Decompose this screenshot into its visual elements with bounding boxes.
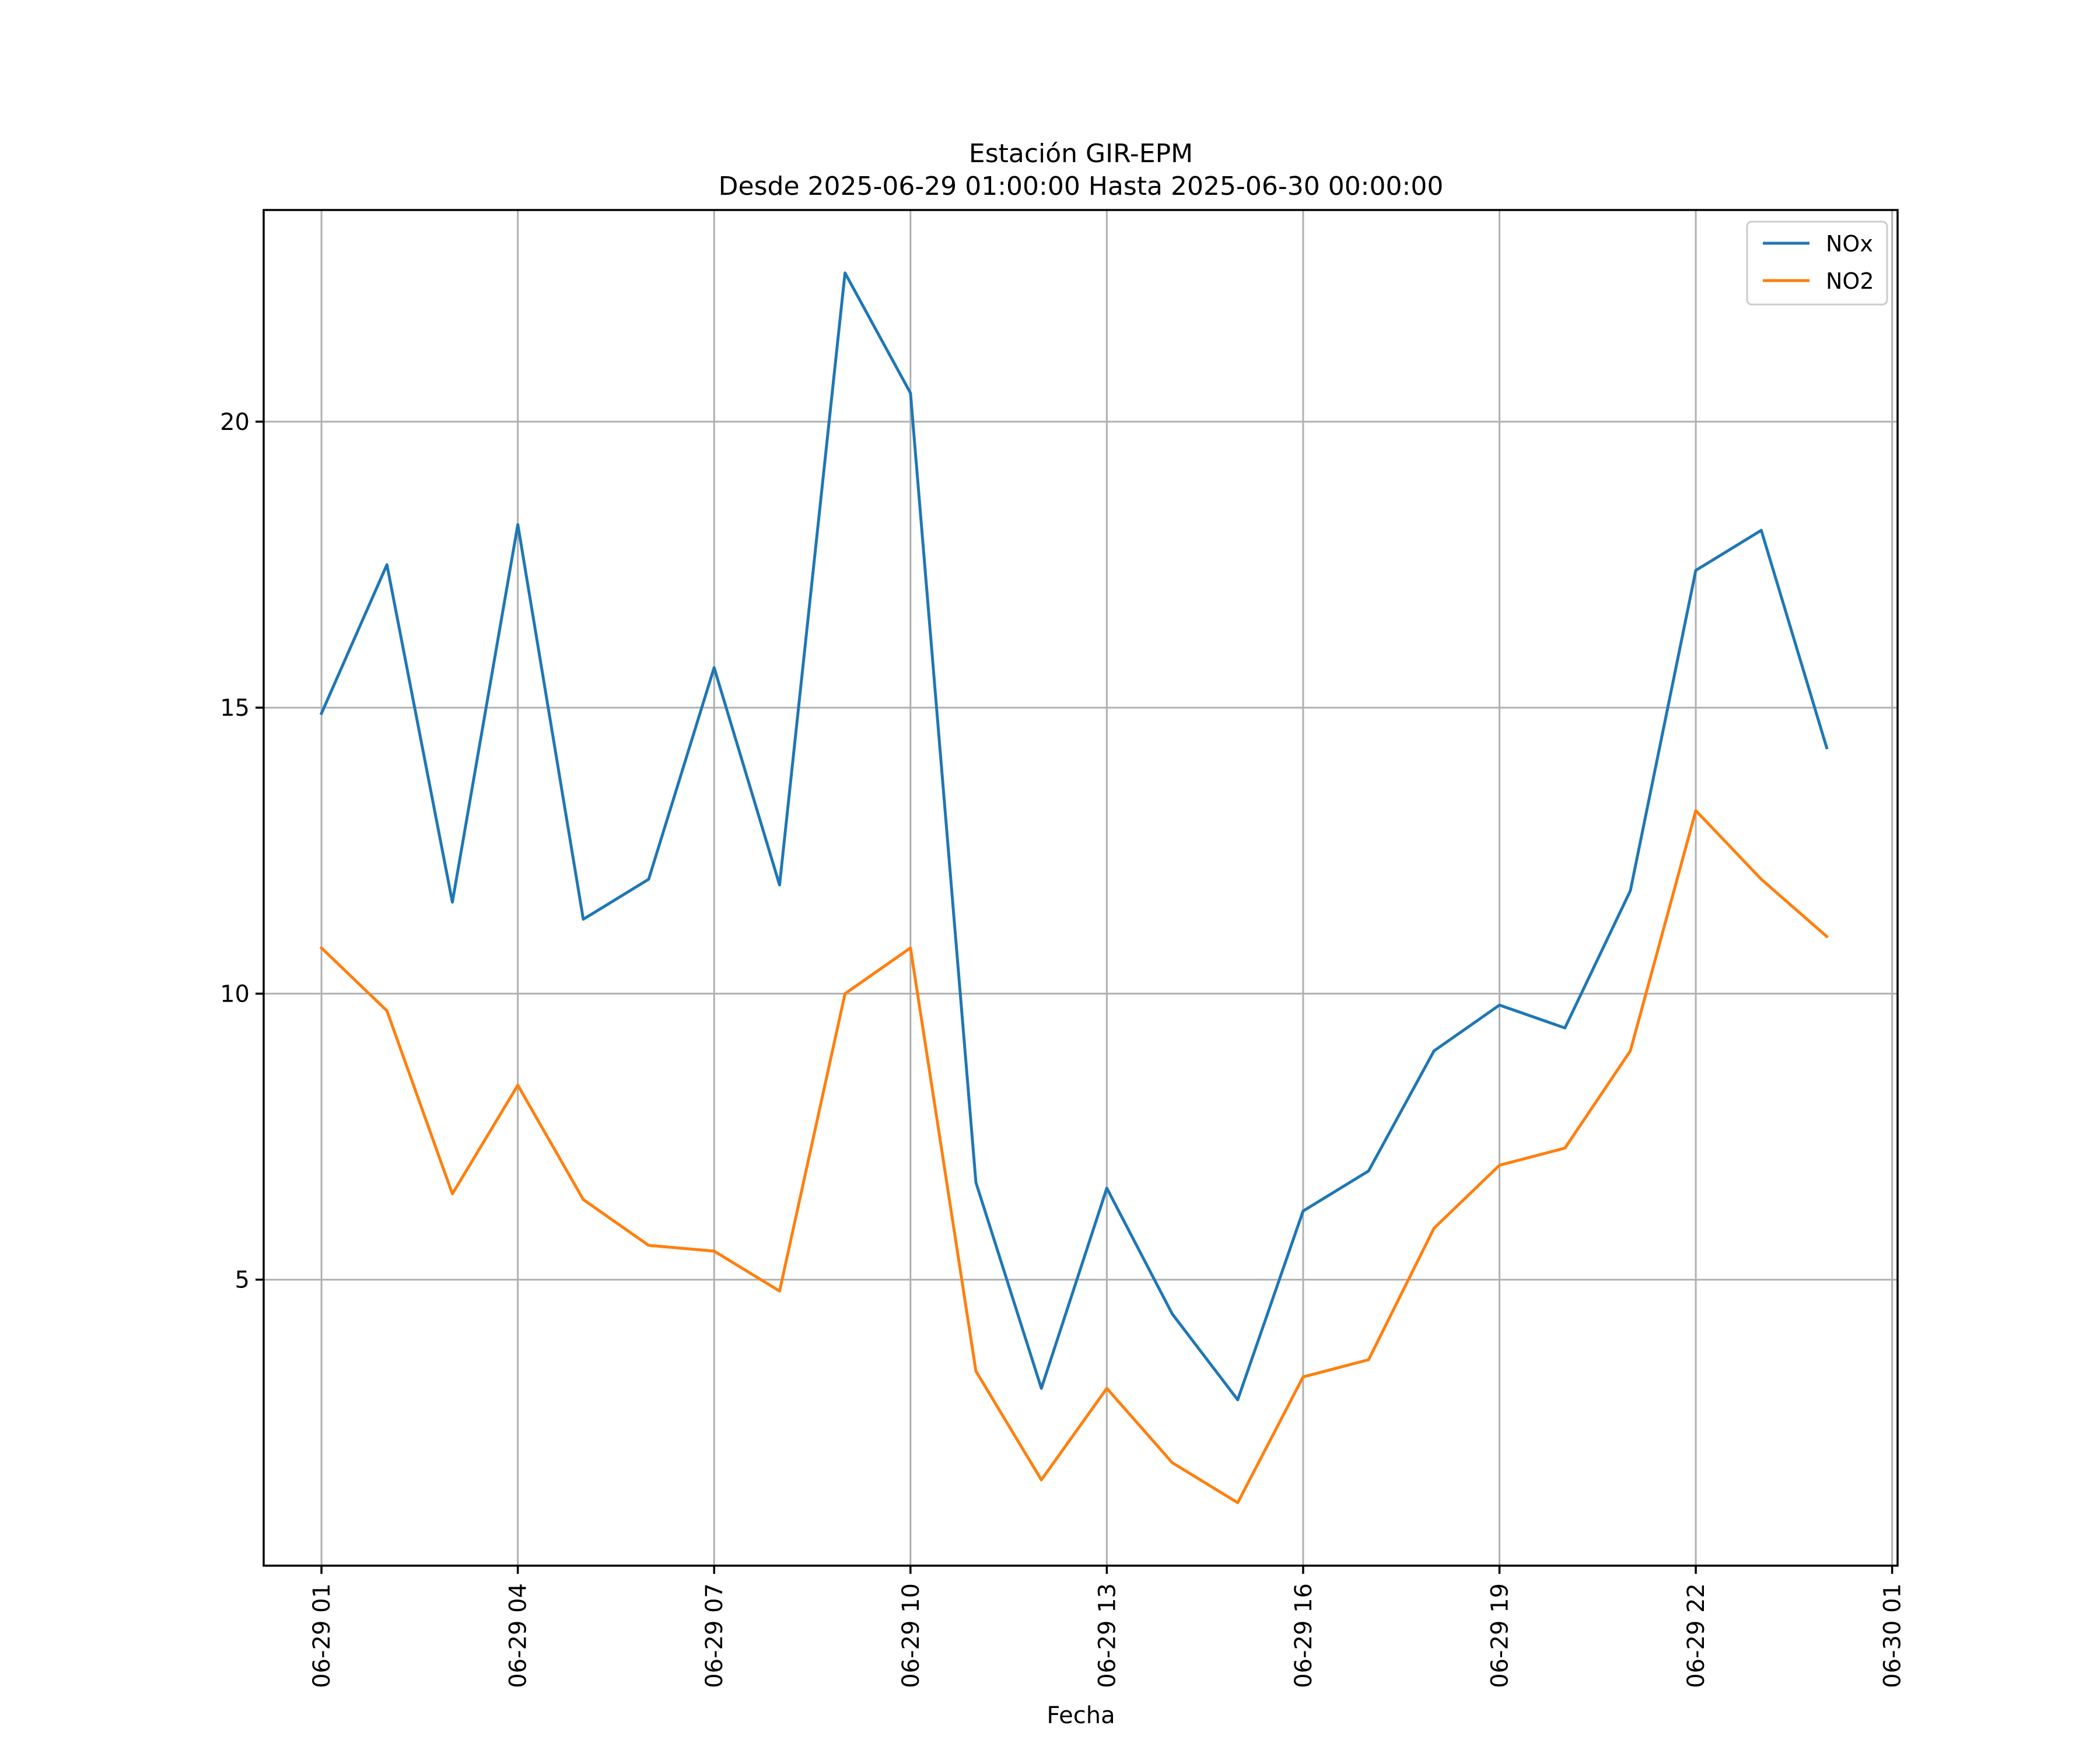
x-tick-label: 06-29 01 [309,1583,335,1688]
y-tick-label: 5 [235,1267,250,1294]
y-tick-label: 20 [220,409,250,436]
x-tick-label: 06-29 07 [701,1583,728,1688]
x-tick-label: 06-29 22 [1683,1583,1710,1688]
x-tick-label: 06-29 19 [1487,1583,1514,1688]
plot-frame [262,209,1899,1567]
gridlines [264,210,1898,1566]
x-tick-label: 06-29 13 [1094,1583,1121,1688]
x-tick-label: 06-29 04 [505,1583,532,1688]
x-axis-ticks: 06-29 01 06-29 04 06-29 07 06-29 10 06-29 13… [309,1566,1906,1688]
x-tick-label: 06-30 01 [1880,1583,1906,1688]
x-tick-label: 06-29 16 [1290,1583,1317,1688]
y-tick-label: 15 [220,695,250,722]
x-axis-label: Fecha [1046,1702,1115,1729]
legend-label-no2: NO2 [1826,268,1874,294]
chart-subtitle: Desde 2025-06-29 01:00:00 Hasta 2025-06-… [719,172,1444,201]
legend: NOx NO2 [1746,220,1888,306]
series-line-nox [319,271,1829,1402]
legend-label-nox: NOx [1826,231,1873,257]
chart-title: Estación GIR-EPM [969,139,1193,169]
x-tick-label: 06-29 10 [898,1583,925,1688]
series-lines [319,271,1829,1504]
y-tick-label: 10 [220,981,250,1007]
y-axis-ticks: 5 10 15 20 [220,409,264,1294]
plot-area [264,210,1898,1566]
series-line-no2 [319,809,1829,1504]
